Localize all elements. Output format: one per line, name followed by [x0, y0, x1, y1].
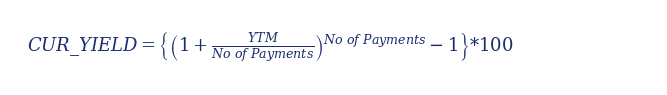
Text: $\boldsymbol{\mathit{CUR\_YIELD}} = \left\{\left(1 + \frac{\mathit{YTM}}{\mathit: $\boldsymbol{\mathit{CUR\_YIELD}} = \lef…: [27, 31, 514, 64]
